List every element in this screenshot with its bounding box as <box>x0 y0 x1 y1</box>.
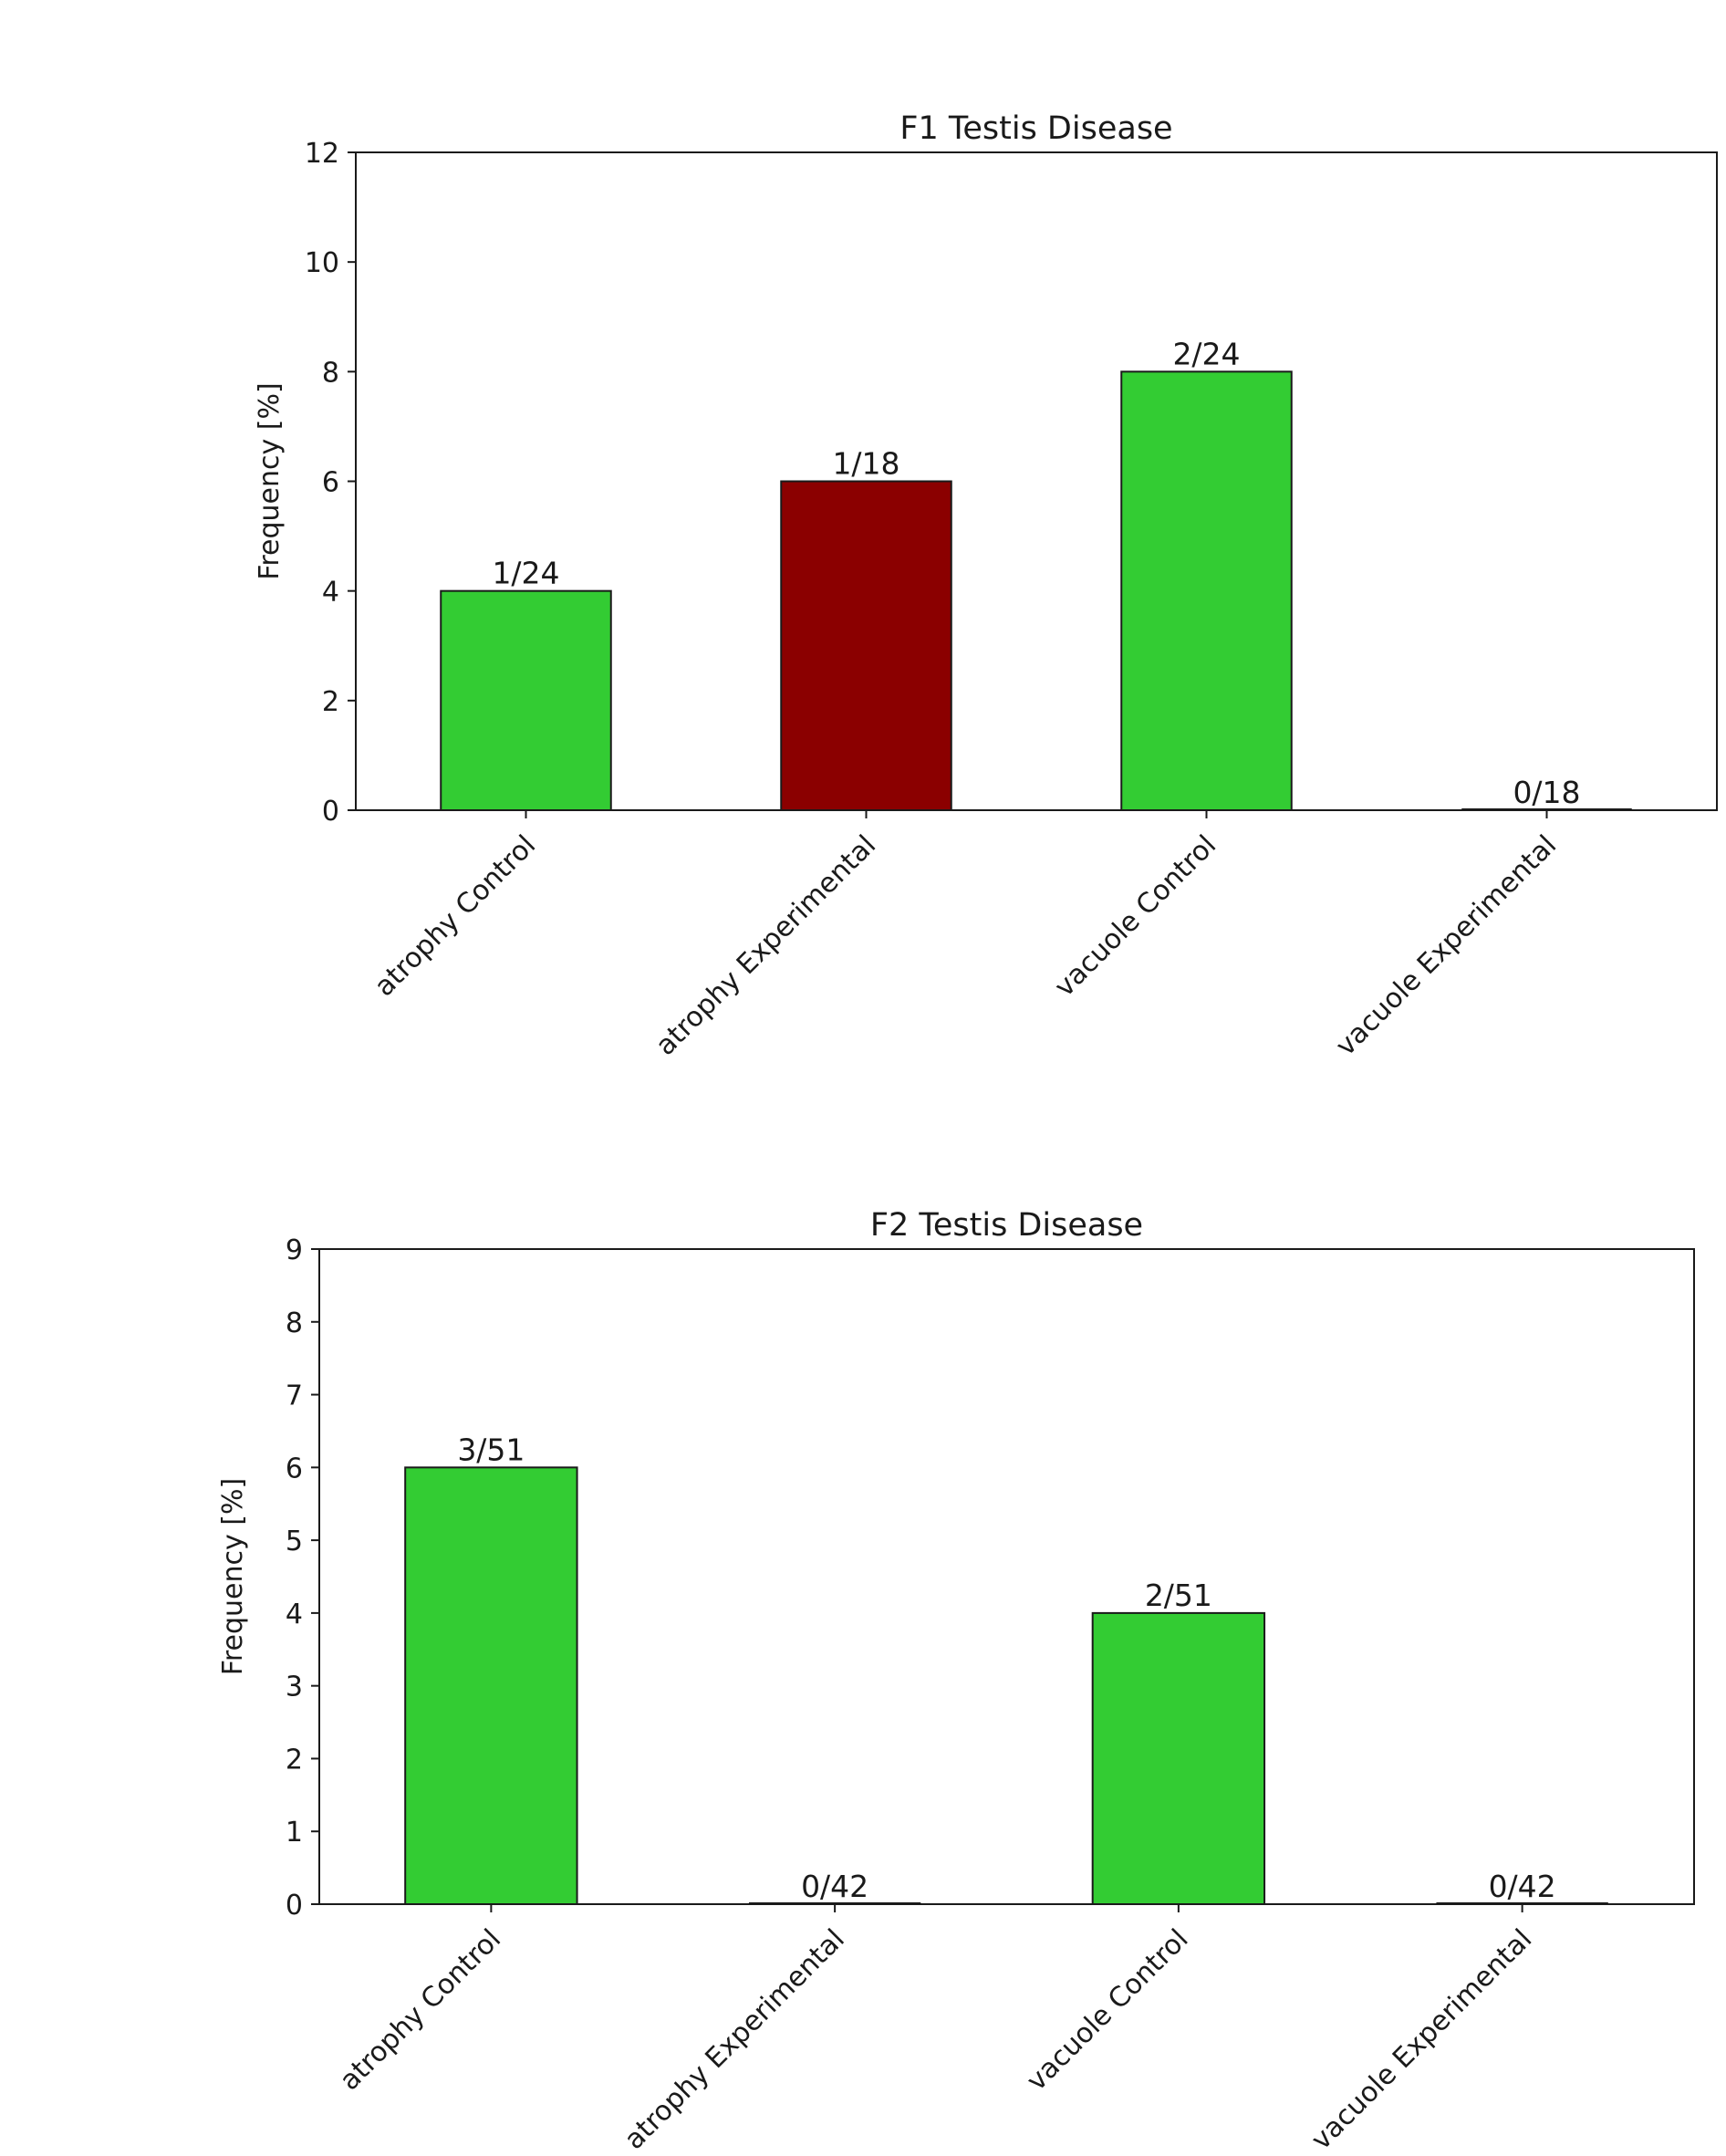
plot-area-frame <box>318 1248 1695 1905</box>
x-tick-label: vacuole Control <box>1021 1923 1195 2098</box>
data-label-1: 1/24 <box>492 556 559 591</box>
bar-1 <box>404 1466 578 1906</box>
bar-3 <box>1091 1611 1266 1906</box>
chart-f1-testis-disease: F1 Testis Disease Frequency [%] 1/24 atro… <box>254 110 1718 1063</box>
y-tick-label: 3 <box>286 1672 303 1703</box>
x-tick-label: atrophy Experimental <box>650 829 882 1062</box>
data-label-1: 3/51 <box>457 1432 525 1467</box>
x-tick-label: vacuole Experimental <box>1305 1923 1539 2156</box>
data-label-2: 0/42 <box>801 1869 868 1904</box>
data-label-2: 1/18 <box>832 446 899 482</box>
data-label-4: 0/42 <box>1489 1869 1556 1904</box>
bar-3 <box>1120 370 1293 811</box>
y-tick-label: 7 <box>286 1380 303 1412</box>
y-tick-label: 2 <box>322 686 339 718</box>
chart-title: F1 Testis Disease <box>899 110 1172 147</box>
x-tick-label: atrophy Experimental <box>619 1923 851 2156</box>
x-tick-label: atrophy Control <box>334 1923 507 2097</box>
y-tick-label: 6 <box>322 467 339 499</box>
y-tick-label: 8 <box>286 1307 303 1339</box>
x-tick-label: vacuole Control <box>1048 829 1222 1004</box>
data-label-4: 0/18 <box>1513 775 1580 810</box>
y-tick-label: 0 <box>286 1890 303 1922</box>
y-tick-label: 12 <box>305 138 339 170</box>
plot-area-frame <box>355 151 1718 811</box>
y-tick-label: 4 <box>286 1599 303 1630</box>
data-label-3: 2/24 <box>1172 336 1240 371</box>
chart-f2-testis-disease: F2 Testis Disease Frequency [%] 3/51 atro… <box>217 1207 1695 2156</box>
y-tick-label: 8 <box>322 357 339 389</box>
y-tick-label: 2 <box>286 1744 303 1776</box>
bar-1 <box>440 589 612 812</box>
chart-title: F2 Testis Disease <box>870 1207 1143 1244</box>
bar-2 <box>780 480 952 811</box>
y-tick-label: 9 <box>286 1234 303 1266</box>
x-tick-label: vacuole Experimental <box>1330 829 1564 1063</box>
y-axis-label: Frequency [%] <box>254 382 286 579</box>
y-tick-label: 5 <box>286 1526 303 1557</box>
y-tick-label: 1 <box>286 1817 303 1849</box>
y-tick-label: 10 <box>305 247 339 279</box>
y-tick-label: 4 <box>322 577 339 609</box>
y-tick-label: 6 <box>286 1453 303 1484</box>
x-tick-label: atrophy Control <box>369 829 542 1003</box>
y-tick-label: 0 <box>322 796 339 828</box>
y-axis-label: Frequency [%] <box>217 1478 249 1675</box>
data-label-3: 2/51 <box>1145 1578 1212 1613</box>
